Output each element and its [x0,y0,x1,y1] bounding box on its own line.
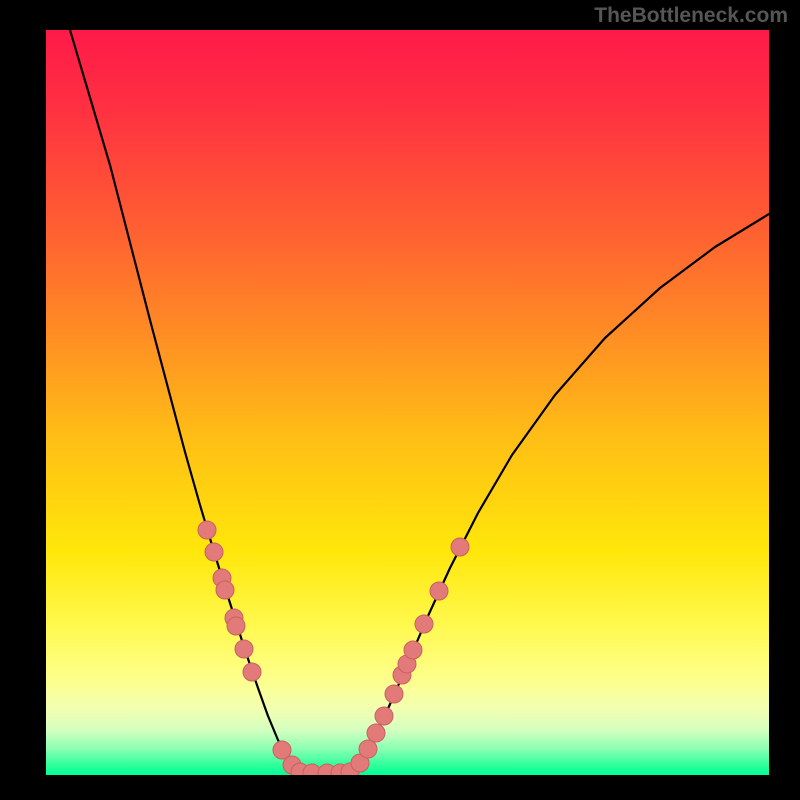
scatter-dot [404,641,422,659]
scatter-dot [385,685,403,703]
scatter-dot [227,617,245,635]
scatter-dot [198,521,216,539]
v-curve-path [70,30,769,773]
scatter-dot [451,538,469,556]
scatter-dot [216,581,234,599]
scatter-dot [359,740,377,758]
watermark-text: TheBottleneck.com [594,4,788,28]
scatter-dots [198,521,469,775]
plot-area [46,30,769,775]
scatter-dot [367,724,385,742]
scatter-dot [430,582,448,600]
scatter-dot [375,707,393,725]
scatter-dot [205,543,223,561]
scatter-dot [415,615,433,633]
scatter-dot [243,663,261,681]
scatter-dot [235,640,253,658]
chart-svg [46,30,769,775]
